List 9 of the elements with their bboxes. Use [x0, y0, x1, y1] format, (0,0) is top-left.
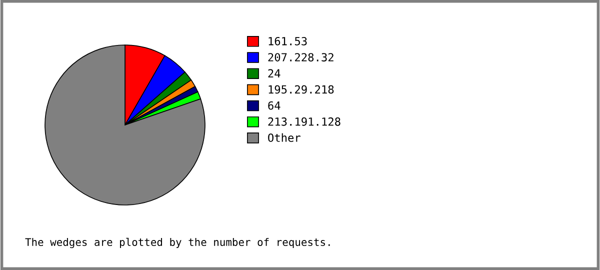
legend-label: 161.53: [268, 36, 307, 46]
legend-label: 213.191.128: [268, 117, 340, 126]
legend-label: 207.228.32: [268, 53, 334, 62]
legend-label: Other: [268, 133, 300, 142]
legend-label: 195.29.218: [268, 85, 334, 94]
text: The wedges are plotted by the number of requests.: [25, 238, 330, 248]
legend-label: 24: [268, 69, 280, 78]
pie-slice: [44, 44, 206, 206]
legend-label: 64: [268, 101, 280, 110]
